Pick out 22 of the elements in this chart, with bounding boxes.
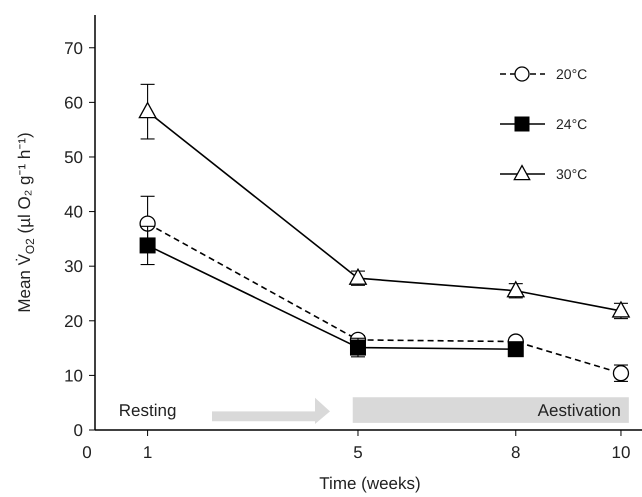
x-tick-label: 10 [612,443,630,462]
y-tick-label: 10 [64,366,83,386]
x-axis-title: Time (weeks) [319,474,421,493]
band-label: Aestivation [538,401,621,420]
point [139,215,156,232]
y-tick-label: 40 [64,202,83,222]
x-tick-label: 1 [142,443,152,462]
legend-label: 20°C [556,66,588,82]
point [140,237,156,254]
legend-label: 24°C [556,116,588,132]
y-tick-label: 50 [64,148,83,167]
point [508,341,524,358]
legend-label: 30°C [556,166,588,182]
y-tick-label: 0 [74,421,83,440]
point [138,102,156,118]
annotation: Resting [118,401,176,420]
x-tick-label: 8 [511,443,521,462]
y-tick-label: 30 [64,257,83,276]
x-tick-label: 5 [353,443,363,462]
y-tick-label: 70 [64,38,83,58]
y-tick-label: 20 [64,312,83,331]
y-tick-label: 60 [64,93,83,112]
